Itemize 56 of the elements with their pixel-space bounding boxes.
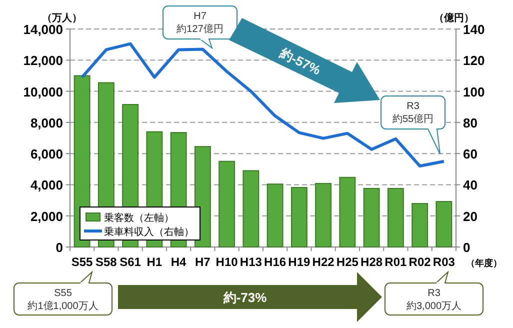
bar [363,188,380,248]
bar [387,188,404,248]
y2-tick-label: 120 [463,53,485,68]
y-tick-label: 8,000 [30,115,63,130]
y2-tick-label: 40 [463,178,478,193]
callout: S55 約1億1,000万人 [14,270,112,316]
legend-label: 乗客数（左軸） [104,212,174,224]
x-tick-label: R01 [384,255,408,269]
x-tick-label: R03 [432,255,456,269]
callout: R3 約3,000万人 [384,270,484,316]
y2-axis-title: （億円） [434,12,474,24]
arrow-decline-revenue: 約-57% [229,18,380,103]
y-tick-label: 4,000 [30,178,63,193]
x-tick-label: H16 [264,255,286,269]
y2-tick-label: 100 [463,84,485,100]
bar [412,203,428,248]
y2-tick-label: 140 [463,22,485,37]
x-tick-label: R02 [408,255,432,269]
y-tick-label: 10,000 [23,84,63,100]
x-tick-label: H7 [195,255,211,269]
bar [290,187,308,248]
bar [242,170,260,248]
y-tick-label: 6,000 [30,146,63,162]
bar [436,201,452,248]
bar [266,184,284,248]
x-axis-title: （年度） [466,258,502,268]
x-tick-label: H28 [360,255,383,269]
bar [218,160,236,248]
bar [315,182,332,248]
callout: H7 約127億円 [162,6,238,50]
y-tick-label: 14,000 [23,22,63,37]
x-tick-label: H25 [336,255,359,269]
bar [339,176,356,248]
x-tick-label: H1 [146,255,162,269]
y2-tick-label: 60 [463,146,478,162]
y-tick-label: 0 [56,240,63,255]
y-axis-title: （万人） [42,12,82,24]
x-tick-label: H13 [240,255,262,269]
x-tick-label: H4 [170,255,187,269]
x-tick-label: S61 [120,255,142,269]
y-tick-label: 2,000 [30,208,63,224]
annotation: 約-57% [276,44,324,78]
annotation: H7 約127億円 [176,11,224,35]
y2-tick-label: 20 [463,208,478,224]
x-tick-label: S55 [71,255,94,269]
legend-label: 乗車料収入（右軸） [104,226,194,238]
annotation: R3 約55億円 [392,101,434,125]
x-tick-label: H10 [216,255,238,269]
y2-tick-label: 0 [463,240,470,255]
y2-tick-label: 80 [463,115,478,130]
x-tick-label: H22 [312,255,335,269]
y-tick-label: 12,000 [23,53,63,68]
x-tick-label: S58 [96,255,118,269]
callout: R3 約55億円 [380,96,446,154]
arrow-decline-passengers: 約-73% [118,272,382,322]
x-tick-label: H19 [288,255,311,269]
